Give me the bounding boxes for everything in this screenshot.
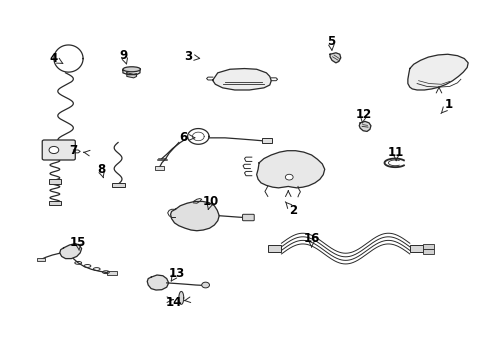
Circle shape bbox=[201, 282, 209, 288]
Text: 6: 6 bbox=[179, 131, 187, 144]
Text: 4: 4 bbox=[50, 52, 58, 65]
Polygon shape bbox=[256, 151, 324, 188]
FancyBboxPatch shape bbox=[423, 249, 433, 253]
Text: 3: 3 bbox=[184, 50, 192, 63]
Text: 11: 11 bbox=[387, 146, 404, 159]
Polygon shape bbox=[126, 73, 136, 78]
Polygon shape bbox=[407, 54, 467, 90]
FancyBboxPatch shape bbox=[49, 201, 61, 205]
FancyBboxPatch shape bbox=[154, 166, 164, 170]
Text: 1: 1 bbox=[444, 99, 452, 112]
FancyBboxPatch shape bbox=[423, 244, 433, 249]
Text: 10: 10 bbox=[202, 195, 218, 208]
Text: 9: 9 bbox=[120, 49, 128, 62]
FancyBboxPatch shape bbox=[261, 138, 272, 143]
FancyBboxPatch shape bbox=[49, 179, 61, 184]
Polygon shape bbox=[329, 53, 340, 63]
FancyBboxPatch shape bbox=[107, 271, 117, 275]
Text: 14: 14 bbox=[165, 296, 182, 309]
Polygon shape bbox=[212, 68, 271, 90]
Text: 2: 2 bbox=[288, 204, 297, 217]
Text: 7: 7 bbox=[69, 144, 77, 157]
Text: 12: 12 bbox=[355, 108, 371, 121]
Ellipse shape bbox=[122, 67, 140, 72]
FancyBboxPatch shape bbox=[267, 245, 281, 252]
FancyBboxPatch shape bbox=[112, 183, 124, 187]
Text: 13: 13 bbox=[168, 267, 184, 280]
Circle shape bbox=[49, 147, 59, 154]
Text: 15: 15 bbox=[70, 236, 86, 249]
Polygon shape bbox=[147, 275, 168, 290]
Polygon shape bbox=[170, 202, 219, 231]
FancyBboxPatch shape bbox=[409, 245, 423, 252]
Polygon shape bbox=[60, 244, 81, 258]
Text: 16: 16 bbox=[303, 233, 319, 246]
Polygon shape bbox=[179, 292, 183, 304]
FancyBboxPatch shape bbox=[42, 140, 75, 160]
Polygon shape bbox=[359, 121, 370, 131]
Text: 8: 8 bbox=[97, 163, 105, 176]
Text: 5: 5 bbox=[326, 35, 334, 48]
Circle shape bbox=[285, 174, 292, 180]
FancyBboxPatch shape bbox=[242, 214, 254, 221]
Polygon shape bbox=[122, 68, 140, 75]
FancyBboxPatch shape bbox=[37, 257, 45, 261]
